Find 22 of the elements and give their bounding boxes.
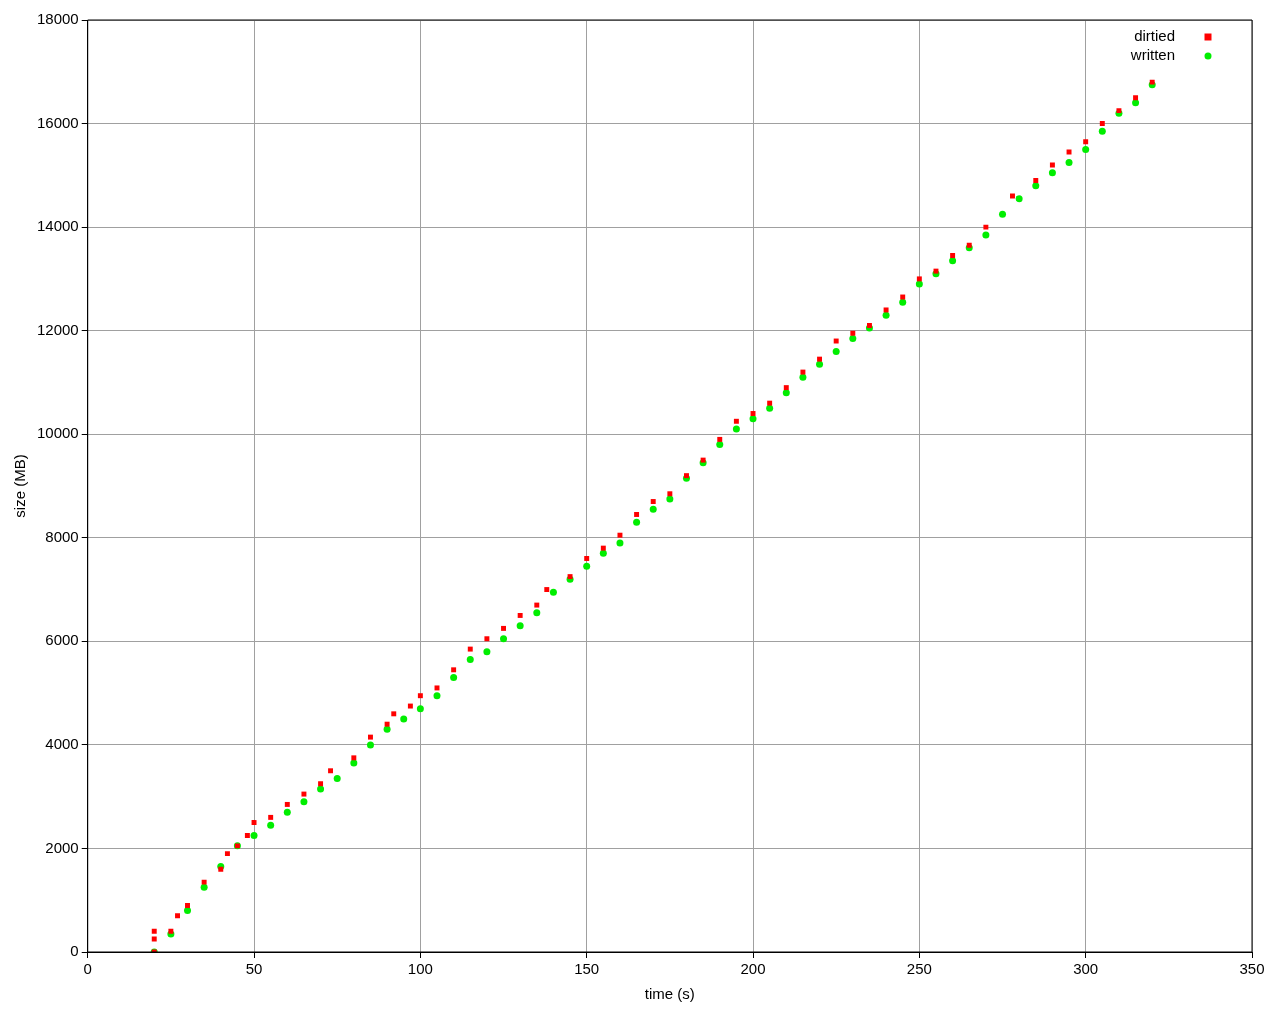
x-tick-label: 200 [740, 960, 766, 978]
y-tick-label: 0 [70, 942, 79, 960]
x-tick-label: 250 [906, 960, 932, 978]
y-tick-label: 4000 [45, 735, 79, 753]
y-tick-label: 14000 [36, 217, 79, 235]
y-tick-label: 6000 [45, 631, 79, 649]
y-tick-label: 10000 [36, 424, 79, 442]
x-axis-title: time (s) [644, 985, 695, 1003]
x-tick-label: 100 [407, 960, 433, 978]
legend-label: dirtied [1134, 27, 1175, 45]
legend-label: written [1129, 46, 1175, 64]
y-tick-label: 12000 [36, 320, 79, 338]
y-tick-label: 8000 [45, 527, 79, 545]
x-tick-label: 350 [1239, 960, 1265, 978]
x-tick-label: 300 [1073, 960, 1099, 978]
y-tick-label: 2000 [45, 838, 79, 856]
x-tick-label: 50 [245, 960, 263, 978]
y-tick-label: 16000 [36, 113, 79, 131]
x-tick-label: 0 [83, 960, 92, 978]
x-tick-label: 150 [574, 960, 600, 978]
y-tick-label: 18000 [36, 10, 79, 28]
y-axis-title: size (MB) [11, 454, 29, 518]
